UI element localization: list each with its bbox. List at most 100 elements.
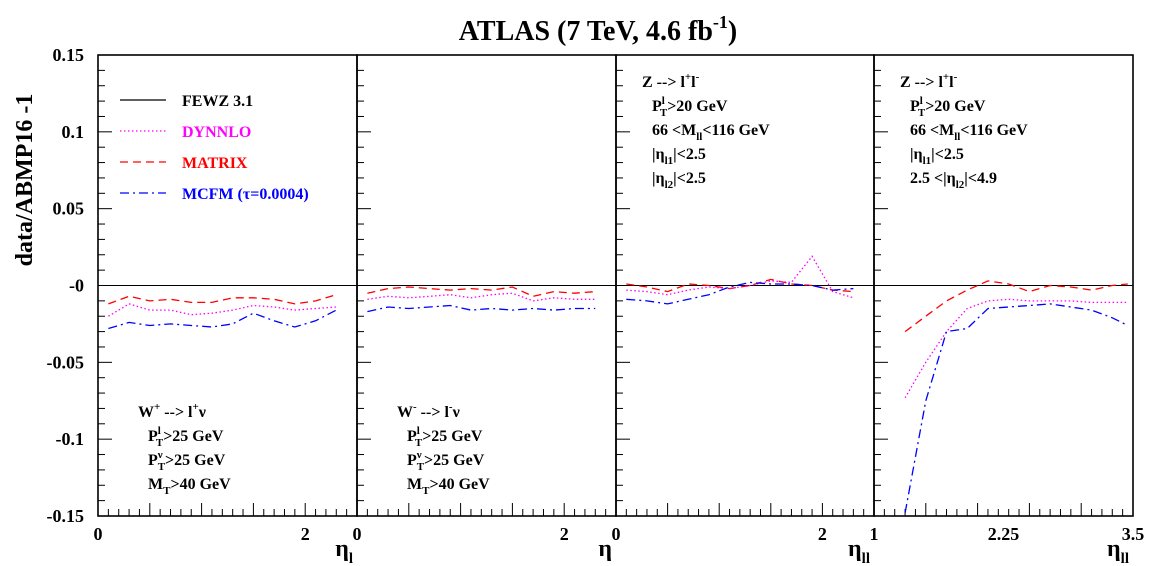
annotation-text: M	[407, 476, 422, 493]
annotation-superscript: -	[696, 71, 700, 83]
annotation-superscript: -	[413, 401, 417, 413]
series-line-dynnlo	[626, 255, 854, 299]
x-axis-label-symbol: η	[598, 536, 612, 562]
annotation-text: >40 GeV	[170, 476, 231, 493]
panel-annotation-line: 66 <Mll<116 GeV	[910, 122, 1028, 143]
y-tick-label: -0.15	[47, 506, 85, 526]
annotation-text: --> l	[417, 404, 450, 421]
annotation-text: 66 <M	[910, 122, 954, 139]
annotation-superscript: +	[943, 71, 949, 83]
annotation-subscript: T	[918, 107, 926, 119]
annotation-text: <116 GeV	[960, 122, 1028, 139]
y-tick-label: -0.05	[47, 352, 85, 372]
annotation-text: P	[407, 428, 417, 445]
x-axis-label-symbol: η	[1107, 536, 1121, 562]
annotation-subscript: T	[415, 437, 423, 449]
annotation-text: >40 GeV	[429, 476, 490, 493]
annotation-superscript: +	[154, 401, 160, 413]
annotation-text: 66 <M	[652, 122, 696, 139]
x-axis-label: ηll	[848, 536, 870, 566]
annotation-text: M	[148, 476, 163, 493]
chart-title-close: )	[728, 16, 737, 47]
y-tick-label: 0.05	[53, 199, 85, 219]
chart-title: ATLAS (7 TeV, 4.6 fb-1)	[459, 12, 737, 47]
annotation-text: <116 GeV	[702, 122, 770, 139]
panel-annotation-line: |ηl1|<2.5	[652, 146, 706, 167]
annotation-superscript: ν	[157, 449, 163, 461]
annotation-text: |<4.9	[964, 170, 997, 187]
annotation-subscript: l2	[956, 179, 965, 191]
series-line-mcfm	[626, 281, 854, 305]
legend-label-text: DYNNLO	[182, 124, 251, 141]
x-tick-label: 2	[560, 524, 569, 544]
annotation-text: Z --> l	[900, 74, 943, 91]
legend-label: DYNNLO	[182, 124, 251, 141]
y-tick-label: 0.1	[62, 122, 85, 142]
annotation-subscript: T	[422, 485, 430, 497]
annotation-text: P	[148, 428, 158, 445]
legend-label-symbol: τ	[243, 186, 251, 203]
annotation-text: W	[397, 404, 413, 421]
annotation-subscript: T	[158, 461, 166, 473]
annotation-text: P	[407, 452, 417, 469]
annotation-superscript: -	[449, 401, 453, 413]
legend-label-text: =0.0004)	[250, 186, 308, 203]
series-line-dynnlo	[904, 298, 1128, 399]
annotation-text: |η	[652, 146, 665, 163]
annotation-subscript: l1	[665, 155, 674, 167]
x-tick-label: 0	[94, 524, 103, 544]
annotation-subscript: ll	[696, 131, 702, 143]
annotation-superscript: ν	[416, 449, 422, 461]
annotation-text: >20 GeV	[925, 98, 986, 115]
annotation-text: P	[910, 98, 920, 115]
series-line-mcfm	[904, 303, 1129, 514]
panel-annotation-line: Pl T>25 GeV	[407, 425, 483, 449]
panel-annotation-line: Z --> l+l-	[900, 71, 958, 91]
annotation-text: |η	[910, 146, 923, 163]
panel-annotation-line: W+ --> l+ν	[138, 401, 206, 421]
annotation-subscript: ll	[954, 131, 960, 143]
panel-annotation-line: Pl T>25 GeV	[148, 425, 224, 449]
x-tick-label: 0	[353, 524, 362, 544]
panel-annotation-line: Pl T>20 GeV	[910, 95, 986, 119]
annotation-text: W	[138, 404, 154, 421]
annotation-text: --> l	[160, 404, 193, 421]
annotation-superscript: -	[954, 71, 958, 83]
x-axis-label: ηl	[335, 536, 353, 566]
legend-label: MCFM (τ=0.0004)	[182, 186, 309, 203]
annotation-text: P	[148, 452, 158, 469]
annotation-text: |<2.5	[673, 170, 706, 187]
annotation-subscript: l2	[665, 179, 674, 191]
annotation-subscript: T	[417, 461, 425, 473]
panel-annotation-line: 2.5 <|ηl2|<4.9	[910, 170, 997, 191]
annotation-superscript: l	[158, 425, 161, 437]
y-axis-label: data/ABMP16 -1	[12, 94, 38, 267]
x-tick-label: 2.25	[988, 524, 1020, 544]
x-tick-label: 3.5	[1122, 524, 1145, 544]
x-axis-label-subscript: l	[349, 551, 353, 566]
annotation-subscript: l1	[923, 155, 932, 167]
x-tick-label: 2	[818, 524, 827, 544]
series-line-mcfm	[367, 304, 596, 313]
x-axis-label-subscript: ll	[862, 551, 870, 566]
x-tick-label: 0	[612, 524, 621, 544]
series-line-matrix	[108, 294, 337, 305]
series-line-matrix	[904, 280, 1128, 333]
y-tick-label: 0.15	[53, 45, 85, 65]
legend-label-text: MCFM (	[182, 186, 243, 203]
series-line-dynnlo	[108, 303, 337, 317]
x-tick-label: 1	[870, 524, 879, 544]
annotation-text: >25 GeV	[424, 452, 485, 469]
legend: FEWZ 3.1 DYNNLO MATRIX MCFM (τ=0.0004)	[120, 93, 309, 203]
annotation-text: >25 GeV	[422, 428, 483, 445]
annotation-subscript: T	[156, 437, 164, 449]
x-axis-label-symbol: η	[335, 536, 349, 562]
panel-annotation-line: Pl T>20 GeV	[652, 95, 728, 119]
legend-label: FEWZ 3.1	[182, 93, 253, 110]
x-tick-label: 2	[301, 524, 310, 544]
annotation-text: |η	[652, 170, 665, 187]
